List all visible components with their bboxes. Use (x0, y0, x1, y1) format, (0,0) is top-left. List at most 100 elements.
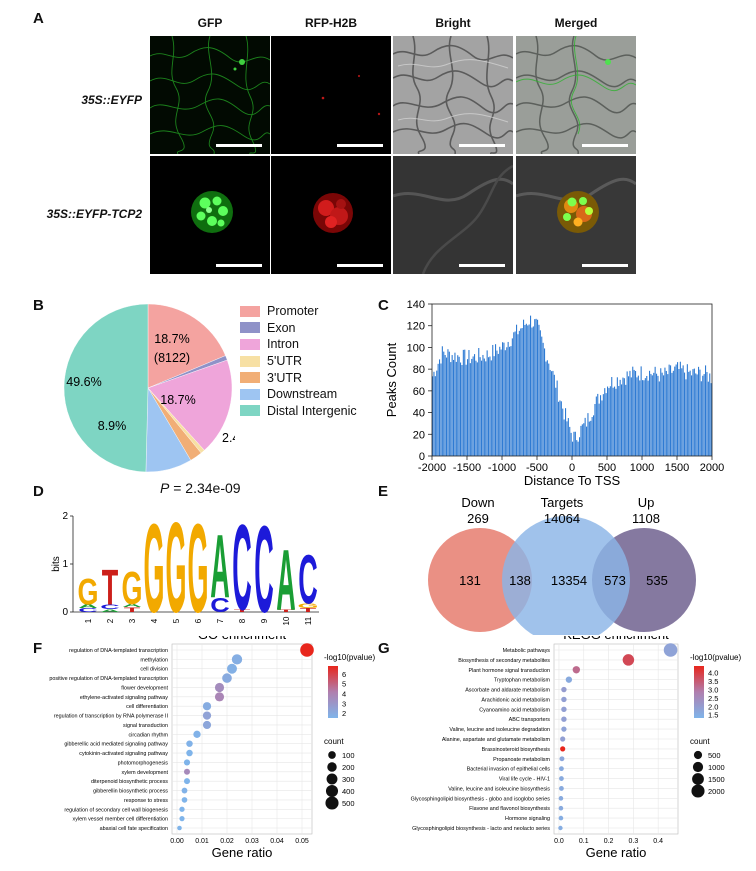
histogram-bar (587, 413, 589, 456)
term-label: Propanoate metabolism (493, 757, 550, 763)
size-legend-label: 2000 (708, 787, 725, 796)
histogram-bar (640, 366, 642, 456)
histogram-bar (668, 364, 670, 456)
x-tick-label: 500 (598, 462, 616, 474)
motif-pvalue: P = 2.34e-09 (160, 480, 241, 496)
venn-circle-targets (502, 516, 630, 635)
size-legend-dot (691, 784, 705, 798)
histogram-bar (553, 374, 555, 456)
logo-letter-A: A (122, 603, 142, 608)
size-legend-label: 100 (342, 751, 355, 760)
size-legend-dot (325, 784, 339, 798)
histogram-bar (479, 357, 481, 456)
histogram-bar (488, 357, 490, 456)
panel-d-letter: D (33, 483, 44, 500)
histogram-bar (625, 384, 627, 456)
color-legend-tick: 5 (342, 680, 346, 689)
histogram-bar (514, 331, 516, 456)
x-tick-label: 0.3 (628, 838, 638, 845)
logo-letter-G: G (77, 571, 98, 612)
logo-x-tick-label: 6 (194, 618, 203, 623)
pie-label-0: 18.7% (154, 332, 189, 346)
histogram-bar (497, 353, 499, 456)
micrograph-merged-tcp2 (516, 156, 636, 274)
histogram-bar (650, 373, 652, 456)
pie-label-2: 18.7% (160, 393, 195, 407)
histogram-bar (545, 361, 547, 456)
term-label: methylation (140, 657, 168, 663)
x-tick-label: 0.02 (220, 838, 234, 845)
term-label: Viral life cycle - HIV-1 (499, 777, 550, 783)
logo-x-tick-label: 3 (128, 618, 137, 623)
scale-bar (216, 144, 262, 147)
dot (202, 711, 212, 720)
histogram-bar (504, 350, 506, 456)
size-legend-label: 200 (342, 763, 355, 772)
term-label: response to stress (124, 798, 168, 804)
size-legend-title: count (690, 737, 710, 746)
x-tick-label: 1500 (665, 462, 689, 474)
histogram-bar (710, 383, 712, 456)
histogram-bar (453, 359, 455, 456)
histogram-bar (637, 375, 639, 456)
histogram-bar (647, 380, 649, 456)
panel-g-letter: G (378, 640, 390, 657)
column-heading-gfp: GFP (197, 16, 223, 30)
logo-x-tick-label: 1 (84, 618, 93, 623)
histogram-bar (651, 375, 653, 456)
dot (565, 676, 573, 683)
color-legend-bar (694, 666, 704, 718)
histogram-bar (576, 440, 578, 456)
row-label-eyfp: 35S::EYFP (81, 93, 142, 107)
histogram-bar (632, 366, 634, 456)
histogram-bar (609, 386, 611, 456)
term-label: gibberellic acid mediated signaling path… (64, 742, 168, 748)
histogram-bar (661, 372, 663, 456)
dot (214, 682, 225, 693)
micrograph-bright-tcp2 (393, 156, 513, 274)
histogram-bar (709, 373, 711, 456)
histogram-bar (506, 347, 508, 456)
histogram-bar (628, 376, 630, 456)
x-tick-label: 1000 (630, 462, 654, 474)
histogram-bar (516, 324, 518, 456)
logo-y-tick-label: 0 (62, 607, 68, 618)
term-label: Alanine, aspartate and glutamate metabol… (442, 737, 551, 743)
venn-label-down: Down (461, 495, 494, 510)
histogram-bar (447, 349, 449, 456)
histogram-bar (448, 351, 450, 456)
histogram-bar (616, 377, 618, 456)
legend-label-5: Downstream (267, 387, 338, 402)
size-legend-label: 500 (708, 751, 721, 760)
histogram-bar (614, 386, 616, 456)
histogram-bar (482, 354, 484, 456)
legend-label-2: Intron (267, 337, 299, 352)
size-legend-label: 1500 (708, 775, 725, 784)
panel-b-letter: B (33, 297, 44, 314)
logo-letter-C: C (78, 607, 98, 613)
histogram-bar (432, 376, 434, 456)
legend-swatch-0 (240, 305, 260, 317)
histogram-bar (590, 420, 592, 456)
pie-legend: Promoter Exon Intron 5'UTR 3'UTR Downstream Di… (240, 303, 357, 419)
venn-diagram: Down 269 Targets 14064 Up 1108 131 138 1… (428, 495, 696, 635)
histogram-bar (677, 362, 679, 456)
histogram-bar (457, 355, 459, 456)
color-legend-tick: 3.0 (708, 685, 718, 694)
histogram-bar (548, 363, 550, 456)
dot (183, 759, 191, 766)
histogram-bar (513, 332, 515, 456)
histogram-bar (672, 370, 674, 456)
color-legend-tick: 1.5 (708, 711, 718, 720)
histogram-bar (465, 364, 467, 456)
histogram-bar (685, 379, 687, 456)
histogram-bar (486, 350, 488, 456)
size-legend-title: count (324, 737, 344, 746)
histogram-bar (563, 419, 565, 456)
panel-a-letter: A (33, 10, 44, 27)
peak-annotation-pie: 18.7%0.9%18.7%0.8%2.4%8.9%49.6%(8122) (63, 303, 235, 473)
panel-f-letter: F (33, 640, 43, 657)
histogram-bar (509, 346, 511, 456)
histogram-bar (699, 369, 701, 456)
histogram-bar (598, 403, 600, 456)
